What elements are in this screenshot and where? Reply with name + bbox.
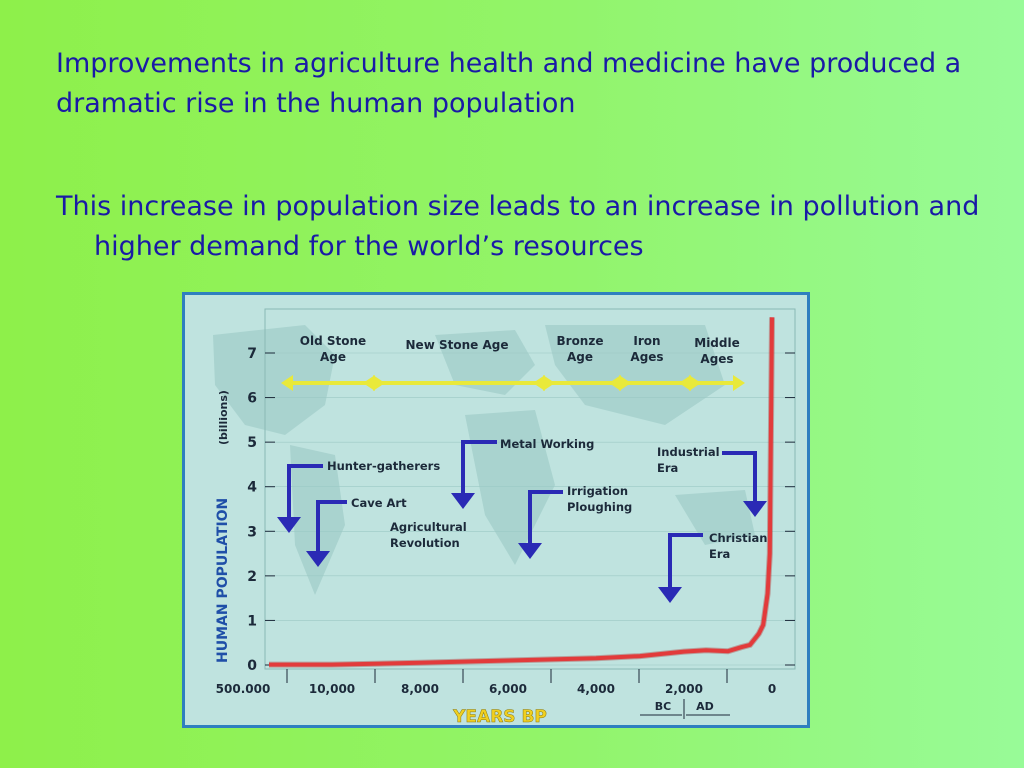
- arrow-irrig: [528, 490, 563, 545]
- arrow-hunter: [287, 464, 323, 519]
- annotation-irrigation-ploughing: Irrigation Ploughing: [567, 484, 632, 514]
- y-tick-label: 4: [247, 480, 257, 496]
- age-label-bronze: Bronze Age: [557, 334, 604, 364]
- annotation-metal-working: Metal Working: [500, 437, 594, 451]
- x-tick-label: 10,000: [309, 682, 355, 696]
- y-tick-label: 2: [247, 569, 257, 585]
- y-tick-label: 7: [247, 346, 257, 362]
- era-label-ad: AD: [696, 700, 714, 713]
- x-axis-label: YEARS BP: [452, 707, 547, 725]
- annotation-christian-era: Christian Era: [709, 531, 767, 561]
- annotation-arrows: [287, 440, 757, 589]
- annotation-cave-art: Cave Art: [351, 496, 407, 510]
- era-label-bc: BC: [655, 700, 671, 713]
- x-tick-label: 500.000: [216, 682, 271, 696]
- slide-paragraph-1: Improvements in agriculture health and m…: [56, 48, 962, 119]
- y-tick-label: 1: [247, 613, 257, 629]
- population-chart: HUMAN POPULATION (billions) 0 1 2 3 4 5 6 7 500…: [213, 308, 796, 725]
- y-tick-group: 0 1 2 3 4 5 6 7: [247, 346, 795, 674]
- y-axis-unit: (billions): [217, 390, 230, 445]
- annotation-industrial-era: Industrial Era: [657, 445, 720, 475]
- annotation-arrowheads: [277, 493, 767, 603]
- x-tick-label: 4,000: [577, 682, 615, 696]
- arrow-metal: [461, 440, 497, 495]
- y-tick-label: 6: [247, 391, 257, 407]
- age-labels: Old Stone Age New Stone Age Bronze Age Iro…: [300, 334, 740, 366]
- x-tick-group: 500.000 10,000 8,000 6,000 4,000 2,000 0: [216, 669, 776, 696]
- world-map-silhouette: [213, 325, 755, 595]
- chart-grid: [265, 352, 795, 666]
- plot-border: [264, 308, 796, 670]
- population-curve: [269, 317, 774, 667]
- arrow-cave: [316, 500, 347, 553]
- y-axis-label: HUMAN POPULATION: [215, 498, 231, 663]
- x-tick-label: 2,000: [665, 682, 703, 696]
- x-tick-label: 8,000: [401, 682, 439, 696]
- age-label-new-stone: New Stone Age: [406, 338, 509, 352]
- annotation-hunter-gatherers: Hunter-gatherers: [327, 459, 440, 473]
- age-timeline: [281, 375, 745, 391]
- age-label-iron: Iron Ages: [630, 334, 663, 364]
- y-tick-label: 5: [247, 435, 257, 451]
- annotation-agricultural-revolution: Agricultural Revolution: [390, 520, 467, 550]
- arrow-christ: [668, 533, 703, 589]
- x-tick-label: 6,000: [489, 682, 527, 696]
- slide-paragraph-2: This increase in population size leads t…: [56, 191, 980, 262]
- age-label-old-stone: Old Stone Age: [300, 334, 366, 364]
- y-tick-label: 3: [247, 524, 257, 540]
- age-label-middle: Middle Ages: [694, 336, 740, 366]
- chart-plot-area: HUMAN POPULATION (billions) 0 1 2 3 4 5 6 7 500…: [185, 295, 807, 725]
- y-tick-label: 0: [247, 658, 257, 674]
- chart-frame: HUMAN POPULATION (billions) 0 1 2 3 4 5 6 7 500…: [182, 292, 810, 728]
- arrow-indus: [722, 451, 757, 503]
- x-tick-label: 0: [768, 682, 776, 696]
